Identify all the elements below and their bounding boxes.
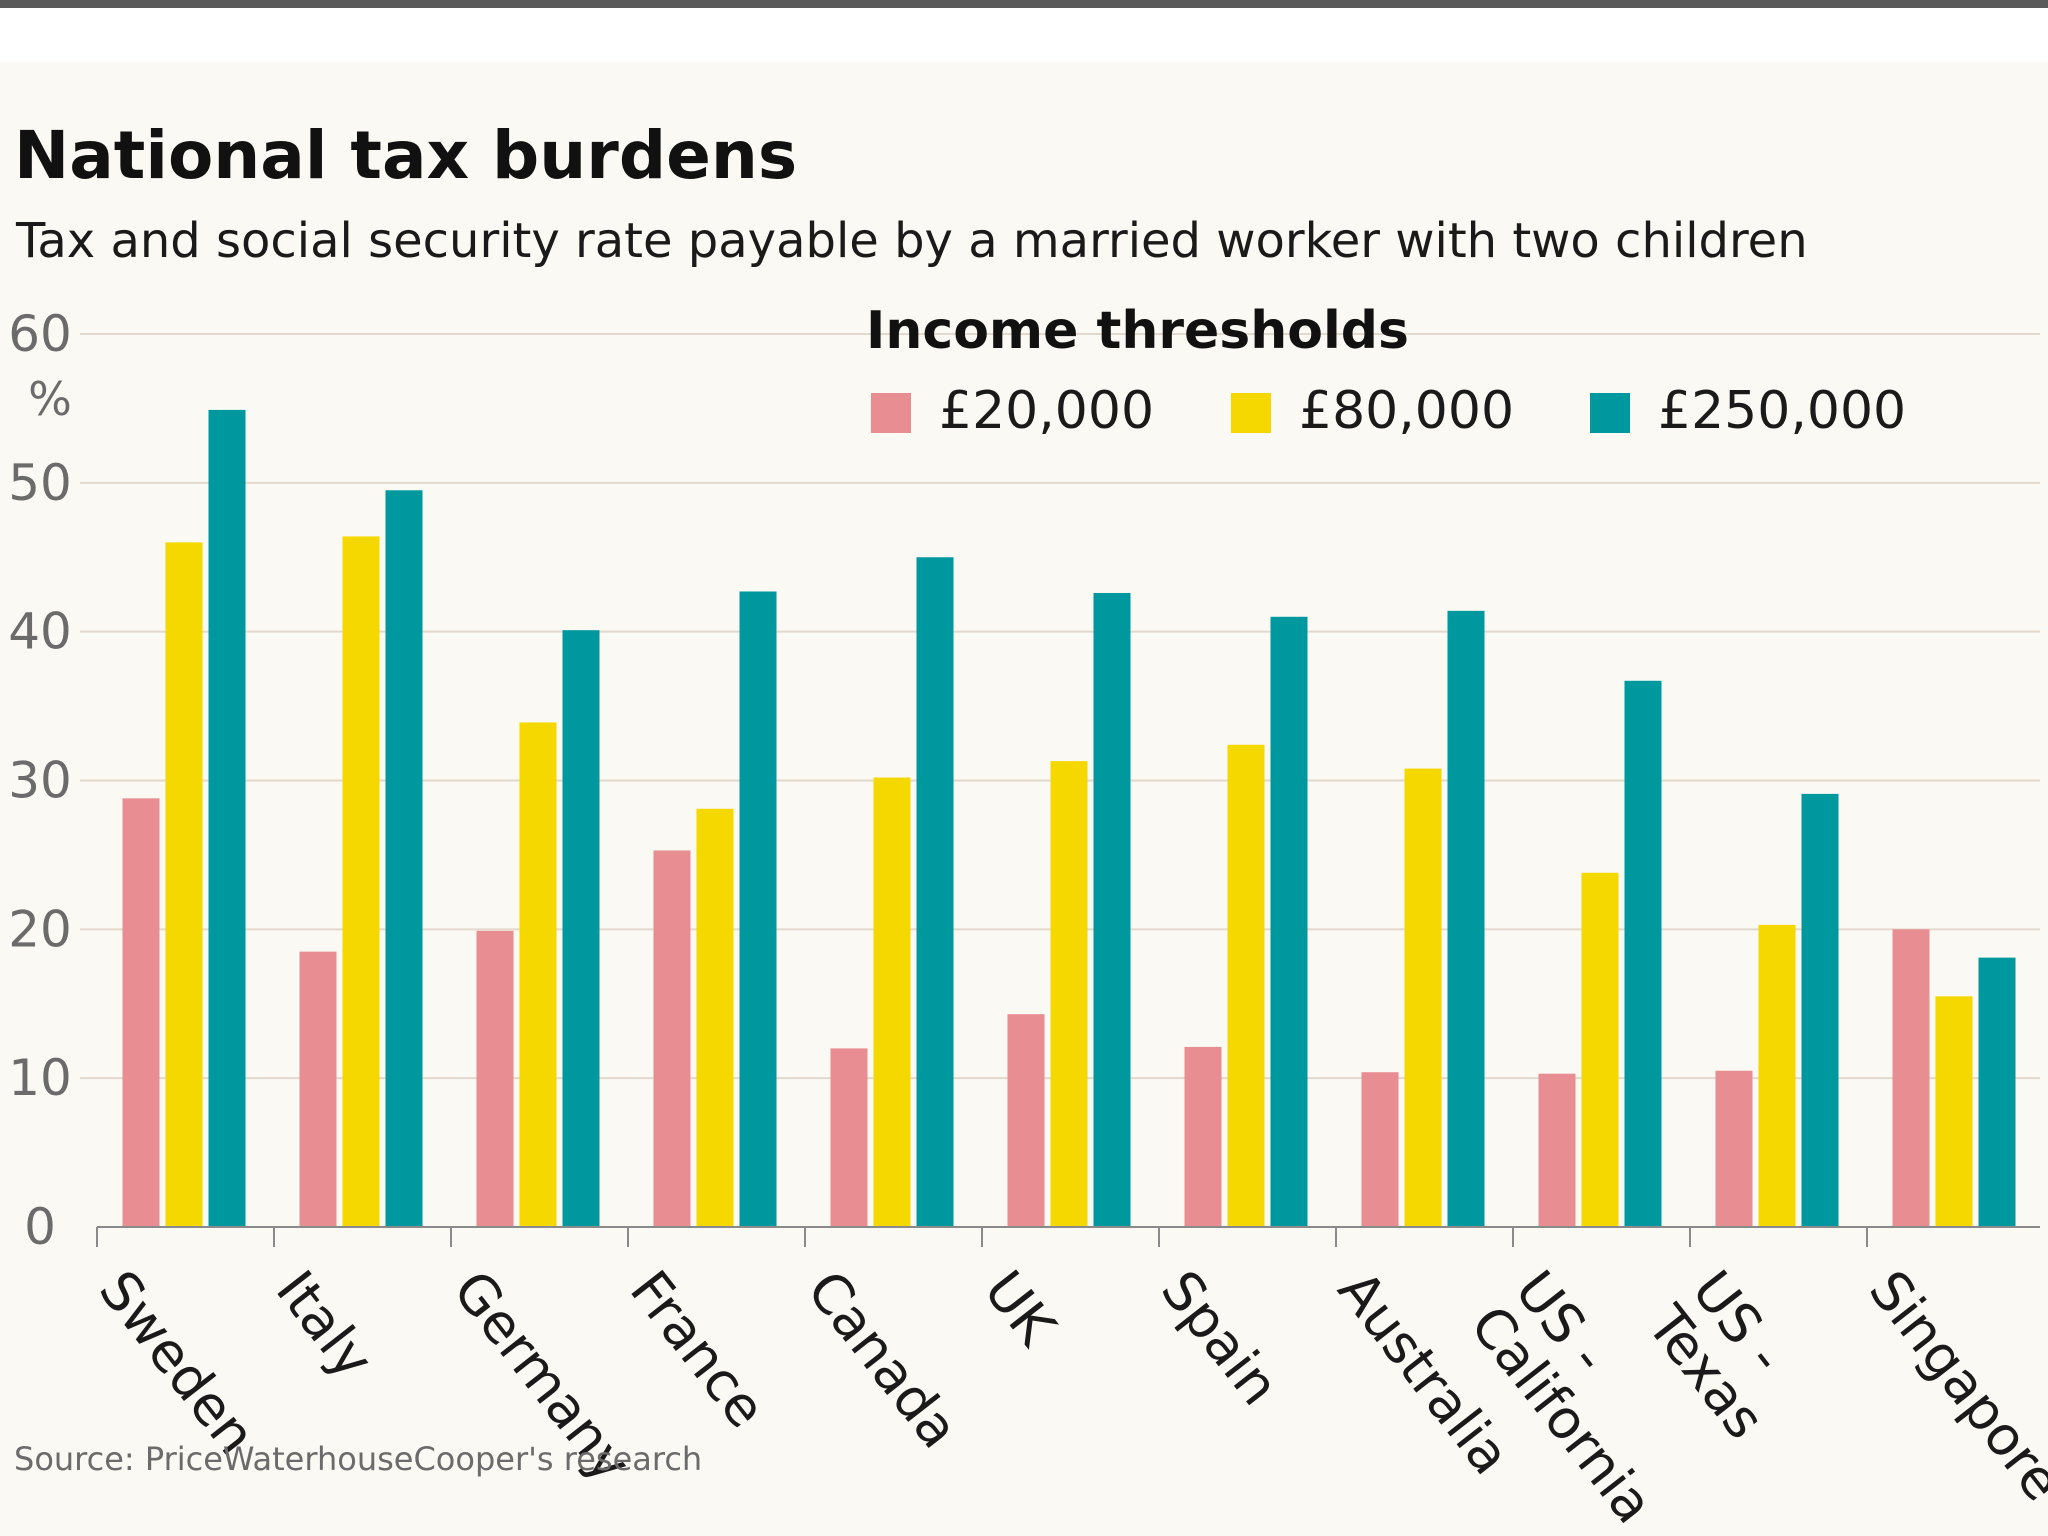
bar <box>1624 680 1662 1227</box>
bar <box>653 850 691 1227</box>
category-label-line: Sweden <box>87 1259 268 1466</box>
bar <box>1093 592 1131 1227</box>
bar <box>1801 793 1839 1227</box>
source-note: Source: PriceWaterhouseCooper's research <box>14 1440 702 1478</box>
bar <box>1184 1046 1222 1227</box>
category-label: UK <box>972 1259 1069 1358</box>
x-axis <box>96 1226 2040 1247</box>
chart-subtitle: Tax and social security rate payable by … <box>15 213 1808 269</box>
y-axis-ticks: 0 10 20 30 40 50 60 <box>8 305 72 1256</box>
legend-swatch <box>871 393 911 433</box>
bar <box>873 777 911 1227</box>
bar <box>299 951 337 1227</box>
legend-items: £20,000 £80,000 £250,000 <box>871 381 1906 441</box>
category-label: Canada <box>795 1259 971 1460</box>
category-label: Italy <box>264 1259 386 1390</box>
legend-label: £80,000 <box>1299 381 1514 441</box>
y-tick-label: 50 <box>8 454 72 512</box>
chart-title: National tax burdens <box>14 117 797 194</box>
bar <box>1892 929 1930 1227</box>
y-tick-label: 10 <box>8 1049 72 1107</box>
bar <box>1361 1072 1399 1227</box>
bar <box>1227 744 1265 1227</box>
category-label: US -California <box>1458 1259 1710 1535</box>
category-label-line: Canada <box>795 1259 971 1460</box>
bar <box>1050 761 1088 1227</box>
bar <box>476 930 514 1227</box>
bar <box>1758 924 1796 1227</box>
y-tick-label: 0 <box>24 1198 56 1256</box>
bar <box>1538 1073 1576 1227</box>
y-tick-label: 30 <box>8 752 72 810</box>
category-label-line: UK <box>972 1259 1069 1358</box>
y-tick-label: 40 <box>8 603 72 661</box>
legend: Income thresholds £20,000 £80,000 £250,000 <box>866 301 1906 441</box>
bar <box>562 630 600 1227</box>
bar <box>1404 768 1442 1227</box>
bar <box>1581 872 1619 1227</box>
category-label: US -Texas <box>1635 1258 1822 1450</box>
bars <box>122 409 2016 1227</box>
legend-label: £250,000 <box>1658 381 1906 441</box>
legend-title: Income thresholds <box>866 301 1409 361</box>
bar <box>916 557 954 1227</box>
category-label-line: Spain <box>1149 1259 1292 1417</box>
bar <box>342 536 380 1227</box>
category-label: Singapore <box>1857 1259 2048 1512</box>
category-label: Sweden <box>87 1259 268 1466</box>
legend-label: £20,000 <box>939 381 1154 441</box>
category-label: Spain <box>1149 1259 1292 1417</box>
bar <box>122 798 160 1227</box>
bar <box>696 808 734 1227</box>
bar <box>1270 616 1308 1227</box>
bar <box>1978 957 2016 1227</box>
bar <box>1935 996 1973 1227</box>
category-label: France <box>618 1259 778 1439</box>
chart-background <box>0 62 2048 1536</box>
category-label-line: Italy <box>264 1259 386 1390</box>
category-label-line: Singapore <box>1857 1259 2048 1512</box>
bar <box>739 591 777 1227</box>
bar <box>519 722 557 1227</box>
y-tick-label: 60 <box>8 305 72 363</box>
bar <box>385 490 423 1227</box>
category-label-line: France <box>618 1259 778 1439</box>
bar <box>1447 610 1485 1227</box>
bar <box>1007 1014 1045 1227</box>
y-axis-unit: % <box>28 372 72 426</box>
top-border <box>0 0 2048 8</box>
legend-swatch <box>1231 393 1271 433</box>
bar <box>165 542 203 1227</box>
bar <box>1715 1070 1753 1227</box>
y-tick-label: 20 <box>8 900 72 958</box>
bar <box>208 409 246 1227</box>
legend-swatch <box>1590 393 1630 433</box>
bar <box>830 1048 868 1227</box>
